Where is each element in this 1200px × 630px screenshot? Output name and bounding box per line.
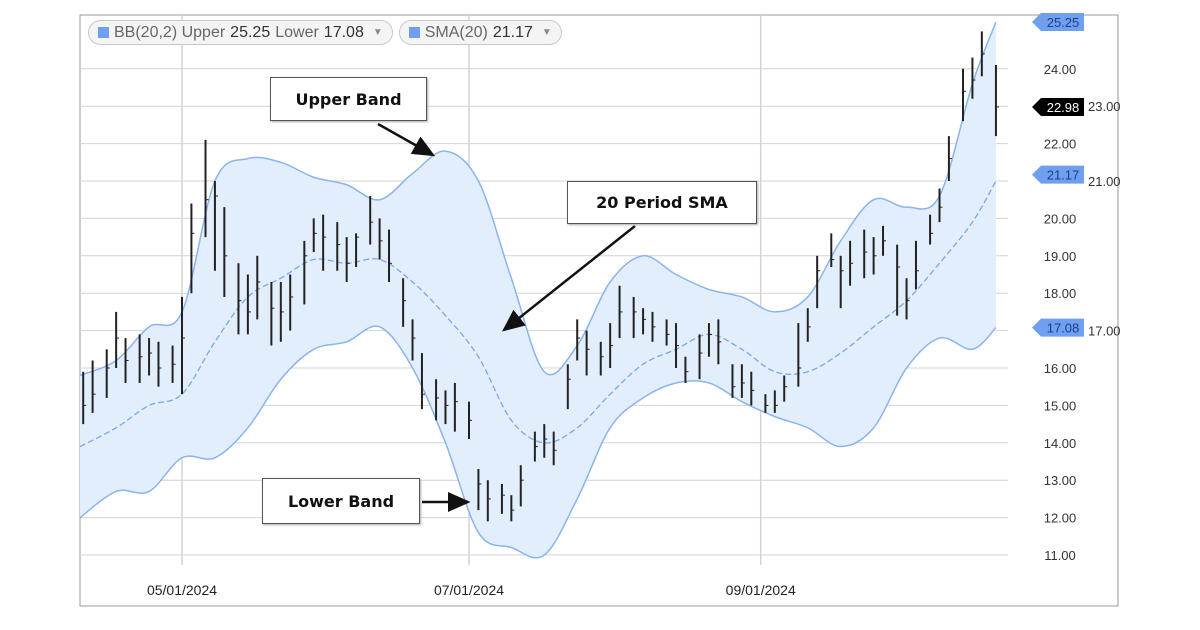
sma-legend-label: SMA(20) bbox=[424, 23, 488, 41]
price-marker bbox=[1032, 13, 1084, 32]
upper-band-line bbox=[80, 21, 997, 377]
bb-legend-pill[interactable]: BB(20,2) Upper 25.25 Lower 17.08 ▼ bbox=[88, 20, 393, 45]
price-marker-label: 17.08 bbox=[1047, 321, 1080, 336]
price-marker-label: 25.25 bbox=[1047, 15, 1080, 30]
x-tick-label: 07/01/2024 bbox=[434, 582, 504, 598]
y-tick-label: 13.00 bbox=[1044, 473, 1077, 488]
sma-arrow bbox=[502, 225, 636, 332]
y-tick-label: 23.00 bbox=[1088, 99, 1121, 114]
sma-annotation: 20 Period SMA bbox=[567, 181, 757, 224]
price-marker bbox=[1032, 165, 1084, 184]
bb-color-swatch bbox=[98, 27, 109, 38]
y-tick-label: 18.00 bbox=[1044, 286, 1077, 301]
y-tick-label: 19.00 bbox=[1044, 249, 1077, 264]
legend: BB(20,2) Upper 25.25 Lower 17.08 ▼ SMA(2… bbox=[88, 20, 562, 45]
price-marker bbox=[1032, 318, 1084, 337]
y-tick-label: 16.00 bbox=[1044, 361, 1077, 376]
bb-legend-label: BB(20,2) Upper bbox=[114, 23, 226, 41]
price-marker-label: 21.17 bbox=[1047, 168, 1080, 183]
price-marker-label: 22.98 bbox=[1047, 100, 1080, 115]
band-fill bbox=[80, 22, 996, 558]
y-tick-label: 22.00 bbox=[1044, 137, 1077, 152]
lower-band-annotation: Lower Band bbox=[262, 478, 420, 524]
sma-legend-pill[interactable]: SMA(20) 21.17 ▼ bbox=[398, 20, 562, 45]
y-tick-label: 20.00 bbox=[1044, 211, 1077, 226]
sma-color-swatch bbox=[408, 27, 420, 38]
x-tick-label: 05/01/2024 bbox=[147, 582, 217, 598]
bb-lower-label: Lower bbox=[275, 23, 319, 41]
price-marker bbox=[1032, 97, 1084, 116]
bb-lower-value: 17.08 bbox=[323, 23, 364, 41]
y-tick-label: 24.00 bbox=[1044, 62, 1077, 77]
y-tick-label: 17.00 bbox=[1088, 324, 1121, 339]
y-tick-label: 21.00 bbox=[1088, 174, 1121, 189]
plot-area bbox=[80, 21, 999, 559]
upper-band-annotation: Upper Band bbox=[270, 77, 427, 121]
y-tick-label: 12.00 bbox=[1044, 511, 1077, 526]
x-tick-label: 09/01/2024 bbox=[726, 582, 796, 598]
lower-band-line bbox=[80, 325, 997, 559]
y-tick-label: 15.00 bbox=[1044, 398, 1077, 413]
upper-band-arrow bbox=[377, 122, 436, 157]
bb-upper-value: 25.25 bbox=[230, 23, 271, 41]
y-tick-label: 11.00 bbox=[1044, 548, 1076, 563]
y-tick-label: 14.00 bbox=[1044, 436, 1077, 451]
dropdown-arrow-icon[interactable]: ▼ bbox=[541, 27, 552, 38]
dropdown-arrow-icon[interactable]: ▼ bbox=[372, 27, 383, 38]
sma-value: 21.17 bbox=[492, 23, 533, 41]
